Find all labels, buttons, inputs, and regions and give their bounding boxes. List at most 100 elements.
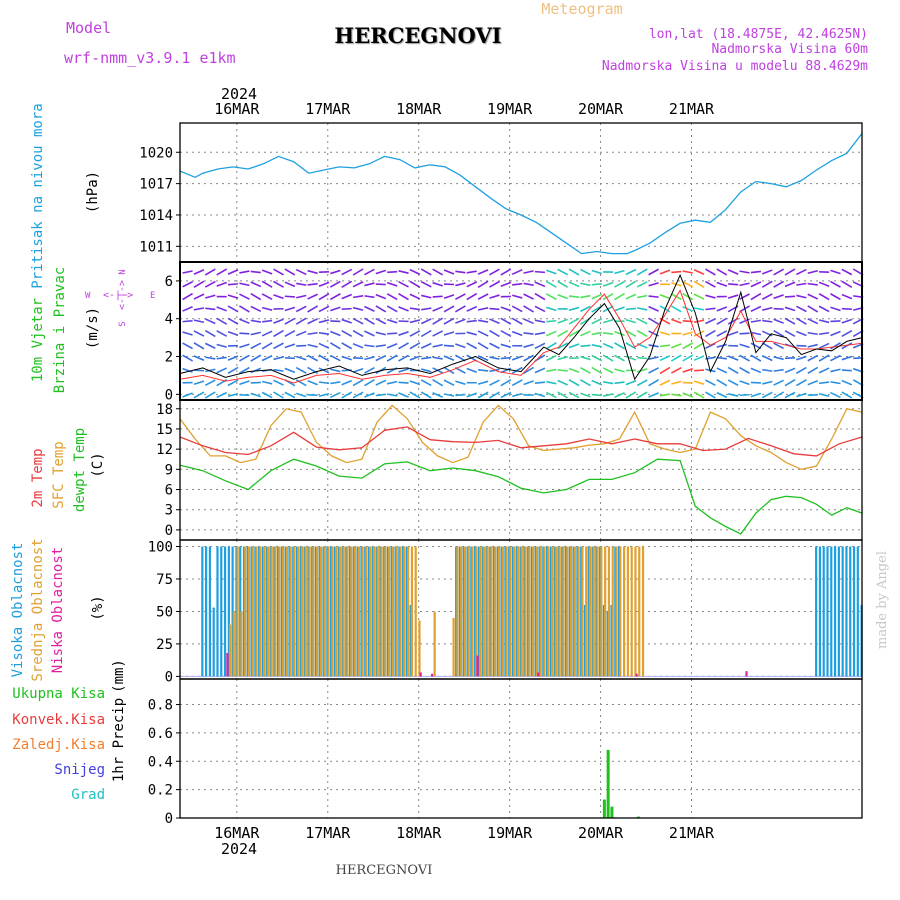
wind-barb bbox=[671, 343, 682, 349]
wind-barb bbox=[568, 329, 580, 338]
temp2m-line bbox=[179, 426, 863, 457]
wind-barb bbox=[364, 356, 375, 361]
wind-barb bbox=[466, 367, 478, 374]
cloud-bar bbox=[474, 546, 477, 677]
lonlat-label: lon,lat (18.4875E, 42.4625N) bbox=[649, 27, 868, 42]
cloud-bar bbox=[255, 546, 258, 677]
svg-text:E: E bbox=[150, 291, 155, 301]
cloud-bar bbox=[333, 546, 337, 677]
pressure-line bbox=[179, 133, 863, 255]
wind-barb bbox=[716, 343, 728, 348]
wind-barb bbox=[568, 343, 580, 349]
wind-barb bbox=[773, 268, 785, 276]
cloud-bar bbox=[626, 546, 629, 677]
wind-barb bbox=[307, 293, 318, 300]
cloud-bar bbox=[606, 611, 609, 677]
wind-barb bbox=[352, 391, 364, 399]
cloud-bar bbox=[635, 673, 638, 677]
wind-barb bbox=[193, 391, 205, 399]
wind-barb bbox=[341, 391, 353, 399]
wind-barb bbox=[784, 329, 796, 338]
wind-barb bbox=[546, 306, 557, 312]
wind-barb bbox=[375, 317, 387, 325]
wind-barb bbox=[784, 379, 796, 387]
cloud-bar bbox=[246, 546, 249, 677]
cloud-bar bbox=[569, 546, 573, 677]
cloud-bar bbox=[220, 546, 223, 677]
wind-barb bbox=[329, 342, 341, 350]
wind-barb bbox=[546, 319, 557, 323]
y-tick-label: 1017 bbox=[139, 177, 173, 193]
cloud-bar bbox=[561, 546, 564, 677]
wind-barb bbox=[557, 280, 569, 288]
wind-barb bbox=[625, 280, 637, 288]
wind-barb bbox=[739, 343, 750, 349]
cloud-bar bbox=[342, 546, 345, 677]
y-tick-label: 0 bbox=[165, 811, 173, 827]
cloud-bar bbox=[388, 546, 391, 677]
wind-barb bbox=[375, 331, 386, 336]
wind-barb bbox=[716, 391, 728, 399]
wind-barb bbox=[443, 317, 455, 325]
cloud-bar bbox=[547, 546, 550, 677]
wind-barb bbox=[250, 392, 262, 398]
wind-barb bbox=[682, 281, 694, 288]
cloud-bar bbox=[372, 546, 376, 677]
wind-barb bbox=[341, 318, 352, 324]
y-tick-label: 0.2 bbox=[148, 783, 173, 799]
wind-barb bbox=[727, 379, 739, 387]
cloud-bar bbox=[818, 546, 822, 677]
wind-barb bbox=[523, 380, 534, 386]
wind-barb bbox=[193, 307, 205, 311]
wind-barb bbox=[500, 281, 512, 287]
wind-barb bbox=[454, 305, 466, 313]
cloud-bar bbox=[497, 546, 501, 677]
svg-text:N: N bbox=[118, 269, 128, 274]
cloud-bar bbox=[353, 546, 357, 677]
wind-barb bbox=[727, 331, 739, 336]
wind-barb bbox=[716, 281, 728, 287]
cloud-bar bbox=[602, 604, 606, 677]
wind-barb bbox=[580, 366, 591, 374]
cloud-bar bbox=[364, 546, 367, 677]
wind-barb bbox=[182, 354, 193, 362]
wind-barb bbox=[728, 283, 739, 286]
wind-barb bbox=[773, 329, 785, 338]
wind-barb bbox=[580, 379, 591, 387]
wind-barb bbox=[432, 306, 443, 312]
wind-barb bbox=[636, 281, 648, 288]
wind-barb bbox=[477, 330, 489, 337]
wind-barb bbox=[500, 379, 512, 387]
wind-barb bbox=[796, 330, 807, 337]
wind-barb bbox=[250, 270, 261, 274]
cloud-bar bbox=[304, 546, 307, 677]
cloud-bar bbox=[492, 546, 496, 677]
cloud-bar bbox=[623, 546, 626, 677]
cloud-bar bbox=[261, 546, 265, 677]
cloud-bar bbox=[486, 546, 489, 677]
wind-barb bbox=[364, 295, 375, 299]
cloud-bar bbox=[456, 546, 459, 677]
wind-barb bbox=[239, 380, 250, 386]
wind-barb bbox=[273, 356, 284, 361]
wind-barb bbox=[591, 269, 603, 275]
wind-barb bbox=[648, 392, 659, 398]
wind-barb bbox=[830, 306, 841, 312]
wind-barb bbox=[318, 319, 330, 324]
cloud-bar bbox=[360, 546, 363, 677]
cloud-bar bbox=[419, 672, 422, 677]
wind-barb bbox=[489, 268, 500, 276]
wind-barb bbox=[466, 281, 478, 288]
wind-barb bbox=[830, 368, 841, 373]
wind-barb bbox=[205, 356, 216, 360]
wind-barb bbox=[591, 354, 603, 362]
cloud-bar bbox=[837, 546, 840, 677]
cloud-bar bbox=[826, 546, 829, 677]
cloud-bar bbox=[266, 546, 270, 677]
wind-barb bbox=[511, 366, 523, 374]
y-tick-label: 0.4 bbox=[148, 754, 173, 770]
wind-barb bbox=[625, 307, 636, 311]
wind-barb bbox=[261, 280, 273, 288]
wind-barb bbox=[716, 268, 728, 276]
